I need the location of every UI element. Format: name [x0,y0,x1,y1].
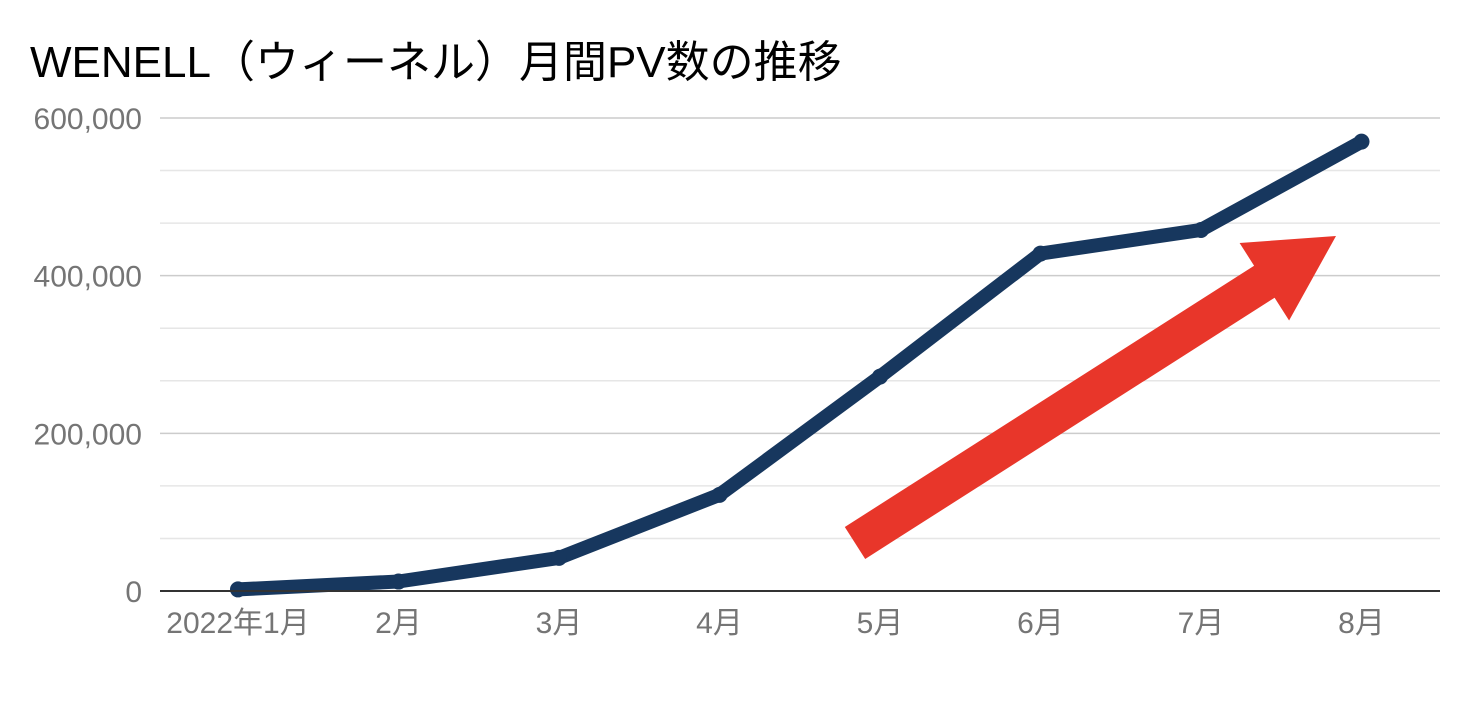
data-point [230,581,246,598]
chart-title: WENELL（ウィーネル）月間PV数の推移 [30,38,842,87]
data-point [551,549,567,566]
y-tick-label: 600,000 [34,103,142,136]
x-tick-label: 8月 [1338,607,1385,640]
series-layer [230,133,1370,598]
y-tick-label: 200,000 [34,418,142,451]
data-point [1032,245,1049,262]
x-tick-label: 4月 [696,607,743,640]
x-tick-label: 6月 [1017,607,1064,640]
y-tick-label: 400,000 [34,261,142,294]
data-point [872,368,888,385]
x-tick-label: 2月 [375,607,422,640]
x-axis-tick-labels: 2022年1月 2月 3月 4月 5月 6月 7月 8月 [166,607,1385,640]
data-point [711,486,728,503]
trend-arrow [844,236,1336,559]
x-tick-label: 7月 [1178,607,1225,640]
data-point [1353,133,1370,150]
x-tick-label: 2022年1月 [166,607,309,640]
x-tick-label: 3月 [536,607,583,640]
data-point [390,573,407,590]
data-point [1193,221,1209,238]
y-axis-tick-labels: 0 200,000 400,000 600,000 [34,103,142,609]
x-tick-label: 5月 [857,607,904,640]
gridlines [160,117,1440,540]
y-tick-label: 0 [125,576,142,609]
trend-arrow-annotation [844,236,1336,559]
series-line [231,134,1369,597]
